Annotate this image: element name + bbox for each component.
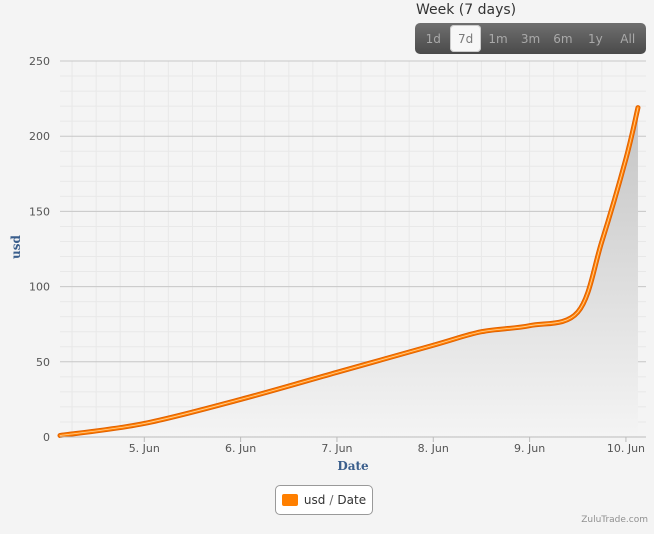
legend-swatch (281, 494, 298, 506)
range-button-3m[interactable]: 3m (520, 31, 541, 46)
range-button-1m[interactable]: 1m (488, 31, 508, 46)
area-path (60, 107, 638, 438)
range-button-1d[interactable]: 1d (425, 31, 441, 46)
y-tick-label: 50 (36, 356, 50, 369)
legend-separator: / (329, 493, 334, 507)
y-tick-label: 0 (43, 431, 50, 444)
legend[interactable]: usd / Date (275, 485, 373, 515)
range-selector: 1d 7d 1m 3m 6m 1y All (415, 23, 646, 54)
credit-link[interactable]: ZuluTrade.com (581, 515, 648, 525)
legend-series-label: usd (303, 493, 326, 507)
x-axis: 5. Jun 6. Jun 7. Jun 8. Jun 9. Jun 10. Jun (60, 436, 646, 455)
y-tick-label: 200 (29, 130, 50, 143)
x-tick-label: 5. Jun (129, 442, 160, 455)
range-button-all[interactable]: All (620, 31, 636, 46)
y-tick-label: 150 (29, 205, 50, 218)
x-tick-label: 6. Jun (225, 442, 256, 455)
x-tick-label: 10. Jun (607, 442, 645, 455)
data-point (431, 343, 435, 347)
data-point (335, 370, 339, 374)
y-tick-label: 100 (29, 281, 50, 294)
data-point (600, 239, 604, 243)
y-tick-label: 250 (29, 55, 50, 68)
y-axis: 0 50 100 150 200 250 (29, 55, 50, 444)
x-tick-label: 7. Jun (321, 442, 352, 455)
range-button-7d[interactable]: 7d (450, 25, 481, 52)
data-point (142, 421, 146, 425)
range-button-6m[interactable]: 6m (553, 31, 573, 46)
data-point (636, 106, 640, 110)
data-point (528, 324, 532, 328)
legend-axis-label: Date (337, 493, 367, 507)
area-fill (60, 107, 638, 438)
x-axis-title: Date (337, 459, 369, 473)
series-line (57, 105, 641, 438)
data-point (239, 397, 243, 401)
data-point (479, 330, 483, 334)
data-point (624, 157, 628, 161)
data-point (576, 310, 580, 314)
series-line-highlight (59, 107, 639, 436)
x-tick-label: 8. Jun (418, 442, 449, 455)
x-tick-label: 9. Jun (514, 442, 545, 455)
range-button-1y[interactable]: 1y (587, 31, 603, 46)
y-axis-title: usd (9, 234, 23, 258)
range-selector-title: Week (7 days) (416, 2, 517, 18)
